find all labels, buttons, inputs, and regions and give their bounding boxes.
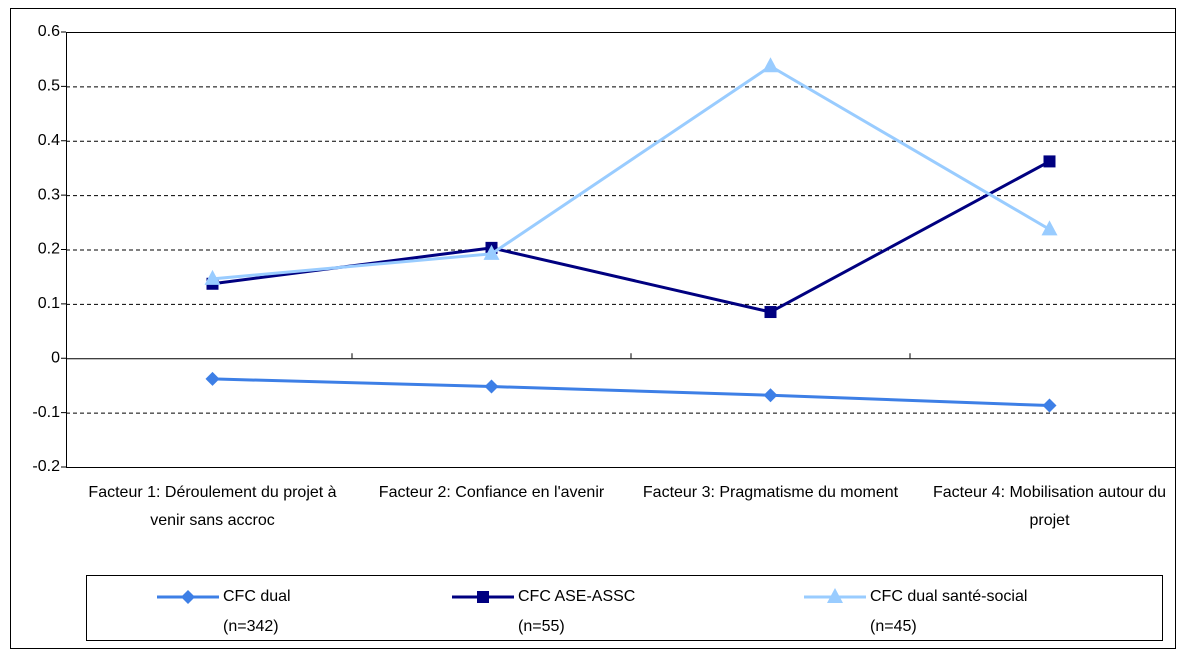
y-tick-label: 0.1 xyxy=(38,295,60,312)
data-point xyxy=(1043,155,1056,168)
legend-marker xyxy=(181,590,195,604)
x-tick-label: Facteur 1: Déroulement du projet à venir… xyxy=(88,484,337,529)
legend-sample: (n=342) xyxy=(223,618,279,635)
series-line xyxy=(212,64,1051,281)
y-tick-label: 0.5 xyxy=(38,78,60,95)
legend-marker xyxy=(477,591,489,603)
y-tick-label: 0.4 xyxy=(38,132,60,149)
y-tick-label: 0 xyxy=(51,349,60,366)
y-tick-label: 0.6 xyxy=(38,23,60,40)
x-tick-label: Facteur 2: Confiance en l'avenir xyxy=(378,484,605,501)
data-point xyxy=(762,57,779,73)
data-point xyxy=(483,244,500,260)
y-tick-label: 0.2 xyxy=(38,241,60,258)
data-point xyxy=(205,371,220,386)
legend-sample: (n=45) xyxy=(870,618,917,635)
x-label-box: Facteur 3: Pragmatisme du moment xyxy=(642,484,899,501)
data-point xyxy=(763,388,778,403)
data-point xyxy=(484,379,499,394)
data-point xyxy=(1042,398,1057,413)
x-tick-label: Facteur 4: Mobilisation autour du projet xyxy=(932,484,1166,529)
x-label-box: Facteur 2: Confiance en l'avenir xyxy=(378,484,605,501)
data-point xyxy=(764,306,777,319)
legend-label: CFC dual xyxy=(223,588,291,605)
legend-label: CFC dual santé-social xyxy=(870,588,1027,605)
x-tick-label: Facteur 3: Pragmatisme du moment xyxy=(642,484,899,501)
x-label-box: Facteur 1: Déroulement du projet à venir… xyxy=(88,484,337,529)
data-point xyxy=(1041,220,1058,236)
legend-label: CFC ASE-ASSC xyxy=(518,588,635,605)
legend-sample: (n=55) xyxy=(518,618,565,635)
legend-marker xyxy=(827,588,843,603)
x-label-box: Facteur 4: Mobilisation autour du projet xyxy=(932,484,1166,529)
data-point xyxy=(204,269,221,285)
y-tick-label: -0.2 xyxy=(32,458,60,475)
legend-box xyxy=(86,575,1163,641)
y-tick-label: 0.3 xyxy=(38,186,60,203)
series-line xyxy=(212,377,1050,408)
y-tick-label: -0.1 xyxy=(32,404,60,421)
